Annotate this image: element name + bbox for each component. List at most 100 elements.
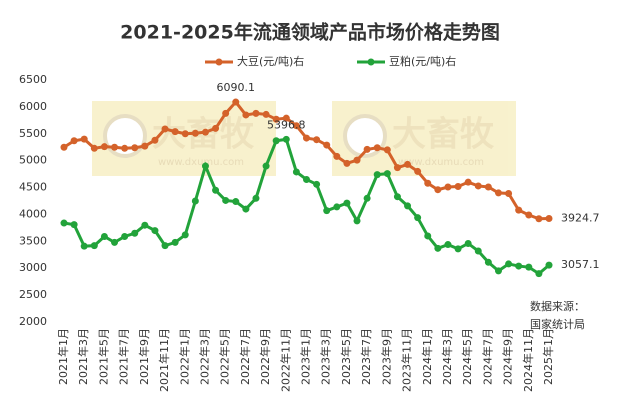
point [181,130,189,138]
point [201,162,209,170]
x-tick-label: 2021年5月 [96,328,110,385]
point [151,227,159,235]
point [414,167,422,175]
point [323,141,331,149]
point [353,217,361,225]
legend-marker [367,58,375,66]
x-tick-label: 2025年1月 [541,328,555,385]
point [80,242,88,250]
point [515,206,523,214]
x-tick-label: 2024年3月 [440,328,454,385]
x-tick-label: 2021年1月 [56,328,70,385]
point [161,242,169,250]
point [262,110,270,118]
x-tick-label: 2023年9月 [379,328,393,385]
point [424,232,432,240]
point [191,197,199,205]
watermark-url: www.dxumu.com [398,157,484,168]
point [323,207,331,215]
x-tick-label: 2022年7月 [238,328,252,385]
point [464,239,472,247]
point [252,109,260,117]
x-tick-label: 2024年9月 [501,328,515,385]
point [80,135,88,143]
point [545,261,553,269]
source: 国家统计局 [530,317,585,331]
y-tick-label: 5000 [19,154,47,167]
point [313,180,321,188]
y-tick-label: 5500 [19,127,47,140]
y-tick-label: 3000 [19,261,47,274]
point [262,162,270,170]
x-tick-label: 2023年1月 [299,328,313,385]
point [373,144,381,152]
x-tick-label: 2023年5月 [339,328,353,385]
point [535,270,543,278]
x-tick-label: 2023年3月 [319,328,333,385]
point [131,229,139,237]
point [242,111,250,119]
point [272,115,280,123]
point [333,152,341,160]
y-tick-label: 6000 [19,100,47,113]
x-tick-label: 2024年7月 [480,328,494,385]
point [60,143,68,151]
watermark-text: 大畜牧 [392,115,495,155]
legend-label: 大豆(元/吨)右 [237,54,304,68]
point [242,205,250,213]
point [424,179,432,187]
point [494,267,502,275]
point [70,137,78,145]
point [161,125,169,133]
point [434,186,442,194]
point [171,128,179,136]
y-tick-label: 2000 [19,315,47,328]
point [252,194,260,202]
point [505,189,513,197]
point [232,98,240,106]
point [484,183,492,191]
point [111,238,119,246]
data-label: 5396.8 [267,118,306,131]
point [343,159,351,167]
x-tick-label: 2021年3月 [76,328,90,385]
point [232,198,240,206]
point [474,182,482,190]
point [292,122,300,130]
point [292,168,300,176]
point [131,144,139,152]
x-tick-label: 2024年1月 [420,328,434,385]
data-label: 3057.1 [561,258,600,271]
legend-marker [215,58,223,66]
point [313,136,321,144]
point [505,260,513,268]
point [90,242,98,250]
point [191,129,199,137]
point [525,263,533,271]
point [141,221,149,229]
point [363,145,371,153]
point [515,262,523,270]
point [404,202,412,210]
point [100,232,108,240]
x-tick-label: 2024年5月 [460,328,474,385]
point [444,183,452,191]
point [121,144,129,152]
point [222,196,230,204]
x-tick-label: 2021年7月 [117,328,131,385]
watermark-url: www.dxumu.com [158,157,244,168]
y-tick-label: 2500 [19,288,47,301]
point [464,178,472,186]
point [494,189,502,197]
point [373,171,381,179]
point [201,128,209,136]
point [434,244,442,252]
point [272,137,280,145]
point [393,193,401,201]
point [414,214,422,222]
point [70,221,78,229]
y-tick-label: 3500 [19,234,47,247]
point [141,142,149,150]
point [454,182,462,190]
point [303,134,310,142]
